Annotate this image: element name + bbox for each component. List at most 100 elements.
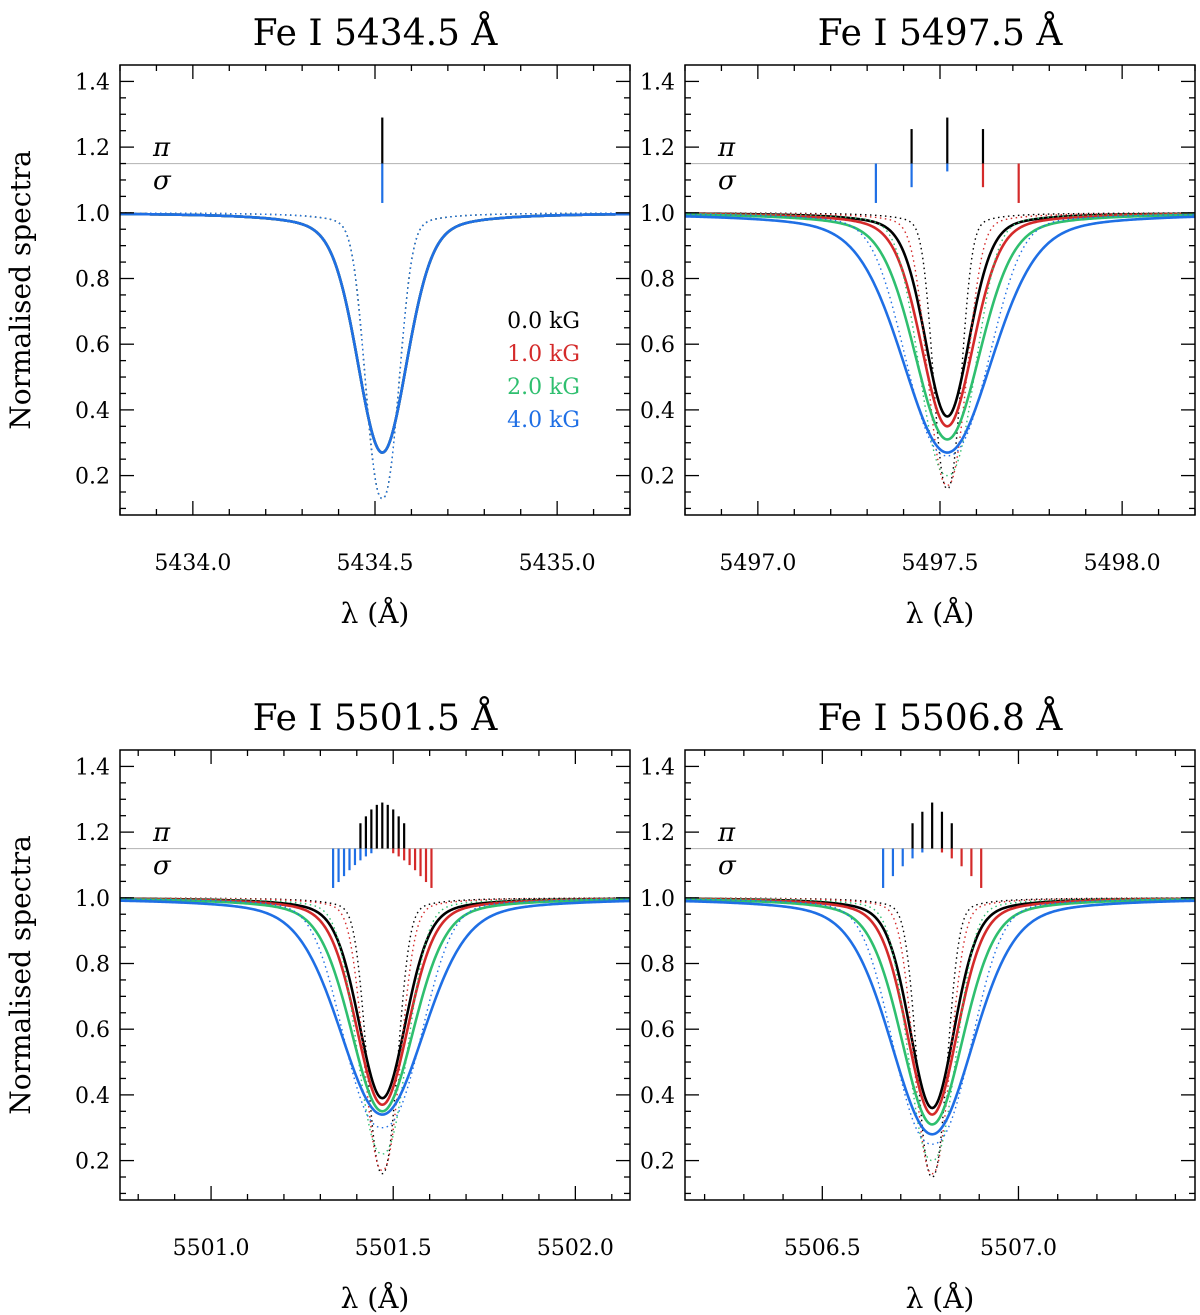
series-dotted-20kG bbox=[120, 897, 630, 1155]
x-axis-label: λ (Å) bbox=[906, 1282, 975, 1315]
series-line-00kG bbox=[120, 897, 630, 1100]
x-tick-label: 5498.0 bbox=[1084, 551, 1161, 576]
y-tick-label: 1.0 bbox=[640, 887, 675, 912]
y-tick-label: 0.2 bbox=[75, 1150, 110, 1175]
series-line-10kG bbox=[120, 897, 630, 1107]
panel-title: Fe I 5506.8 Å bbox=[818, 697, 1064, 739]
series-dotted-20kG bbox=[685, 212, 1195, 477]
legend-entry: 1.0 kG bbox=[507, 342, 580, 367]
y-tick-label: 0.4 bbox=[75, 399, 110, 424]
legend-entry: 0.0 kG bbox=[507, 309, 580, 334]
y-tick-label: 0.6 bbox=[75, 333, 110, 358]
y-tick-label: 1.2 bbox=[75, 136, 110, 161]
series-line-40kG bbox=[685, 899, 1195, 1136]
series-line-00kG bbox=[685, 897, 1195, 1110]
zeeman-components bbox=[332, 802, 433, 888]
series-line-00kG bbox=[685, 212, 1195, 418]
legend-entry: 4.0 kG bbox=[507, 408, 580, 433]
series-line-20kG bbox=[120, 898, 630, 1113]
legend: 0.0 kG 1.0 kG 2.0 kG 4.0 kG bbox=[507, 309, 580, 433]
pi-label: π bbox=[717, 133, 736, 163]
y-tick-label: 0.8 bbox=[640, 953, 675, 978]
x-tick-label: 5507.0 bbox=[980, 1236, 1057, 1261]
plot-frame bbox=[684, 749, 1196, 1201]
spectra-curves bbox=[685, 897, 1195, 1178]
legend-entry: 2.0 kG bbox=[507, 375, 580, 400]
spectra-curves bbox=[685, 212, 1195, 490]
panel-title: Fe I 5501.5 Å bbox=[253, 697, 499, 739]
zeeman-components bbox=[882, 802, 983, 888]
series-line-10kG bbox=[685, 897, 1195, 1116]
y-tick-label: 0.2 bbox=[640, 1150, 675, 1175]
series-dotted-00kG bbox=[685, 897, 1195, 1178]
series-line-40kG bbox=[120, 212, 630, 454]
y-axis-label: Normalised spectra bbox=[4, 835, 37, 1115]
y-tick-label: 1.0 bbox=[640, 202, 675, 227]
series-dotted-10kG bbox=[685, 212, 1195, 487]
panel-title: Fe I 5497.5 Å bbox=[818, 12, 1064, 54]
x-tick-label: 5502.0 bbox=[537, 1236, 614, 1261]
spectra-curves bbox=[120, 897, 630, 1175]
series-dotted-00kG bbox=[120, 897, 630, 1175]
series-dotted-10kG bbox=[120, 897, 630, 1172]
y-tick-label: 0.2 bbox=[640, 465, 675, 490]
y-tick-label: 0.4 bbox=[75, 1084, 110, 1109]
series-line-40kG bbox=[120, 899, 630, 1116]
y-tick-label: 0.6 bbox=[640, 1018, 675, 1043]
chart-panel-3: Fe I 5501.5 Å πσ 0.2 0.4 0.6 0.8 1.0 1.2 1.4 5501… bbox=[4, 697, 631, 1315]
series-line-20kG bbox=[685, 898, 1195, 1126]
series-dotted-40kG bbox=[120, 898, 630, 1129]
y-tick-label: 0.2 bbox=[75, 465, 110, 490]
chart-panel-4: Fe I 5506.8 Å πσ 0.2 0.4 0.6 0.8 1.0 1.2 1.4 5506… bbox=[640, 697, 1196, 1315]
pi-label: π bbox=[152, 133, 171, 163]
y-tick-label: 0.4 bbox=[640, 399, 675, 424]
x-axis-label: λ (Å) bbox=[906, 597, 975, 630]
x-tick-label: 5434.5 bbox=[337, 551, 414, 576]
series-dotted-20kG bbox=[685, 897, 1195, 1162]
y-tick-label: 0.8 bbox=[75, 953, 110, 978]
x-tick-label: 5434.0 bbox=[154, 551, 231, 576]
plot-frame bbox=[119, 64, 631, 516]
x-tick-label: 5506.5 bbox=[784, 1236, 861, 1261]
x-tick-label: 5435.0 bbox=[519, 551, 596, 576]
x-axis-label: λ (Å) bbox=[341, 597, 410, 630]
series-dotted-10kG bbox=[685, 897, 1195, 1175]
y-tick-label: 1.2 bbox=[640, 821, 675, 846]
y-tick-label: 1.0 bbox=[75, 887, 110, 912]
y-tick-label: 1.0 bbox=[75, 202, 110, 227]
spectra-curves bbox=[120, 212, 630, 500]
y-tick-label: 0.8 bbox=[75, 268, 110, 293]
y-tick-label: 0.6 bbox=[640, 333, 675, 358]
y-tick-label: 1.2 bbox=[640, 136, 675, 161]
plot-frame bbox=[119, 749, 631, 1201]
series-line-10kG bbox=[685, 212, 1195, 428]
sigma-label: σ bbox=[718, 851, 737, 881]
chart-panel-2: Fe I 5497.5 Å πσ 0.2 0.4 0.6 0.8 1.0 1.2 1.4 5497… bbox=[640, 12, 1196, 630]
x-tick-label: 5501.5 bbox=[355, 1236, 432, 1261]
series-dotted-00kG bbox=[685, 212, 1195, 490]
sigma-label: σ bbox=[153, 851, 172, 881]
y-tick-label: 0.4 bbox=[640, 1084, 675, 1109]
series-line-40kG bbox=[685, 215, 1195, 454]
y-tick-label: 1.4 bbox=[640, 70, 675, 95]
series-dotted-40kG bbox=[685, 213, 1195, 457]
y-tick-label: 0.8 bbox=[640, 268, 675, 293]
series-dotted-40kG bbox=[685, 898, 1195, 1145]
y-tick-label: 0.6 bbox=[75, 1018, 110, 1043]
chart-panel-1: Fe I 5434.5 Å πσ 0.2 0.4 0.6 0.8 1.0 1.2 1.4 5434… bbox=[4, 12, 631, 630]
x-tick-label: 5501.0 bbox=[173, 1236, 250, 1261]
pi-label: π bbox=[152, 818, 171, 848]
y-tick-label: 1.4 bbox=[75, 755, 110, 780]
x-tick-label: 5497.0 bbox=[719, 551, 796, 576]
y-tick-label: 1.2 bbox=[75, 821, 110, 846]
y-axis-label: Normalised spectra bbox=[4, 150, 37, 430]
pi-label: π bbox=[717, 818, 736, 848]
sigma-label: σ bbox=[153, 166, 172, 196]
panel-title: Fe I 5434.5 Å bbox=[253, 12, 499, 54]
zeeman-components bbox=[874, 117, 1020, 203]
y-tick-label: 1.4 bbox=[640, 755, 675, 780]
sigma-label: σ bbox=[718, 166, 737, 196]
y-tick-label: 1.4 bbox=[75, 70, 110, 95]
x-axis-label: λ (Å) bbox=[341, 1282, 410, 1315]
